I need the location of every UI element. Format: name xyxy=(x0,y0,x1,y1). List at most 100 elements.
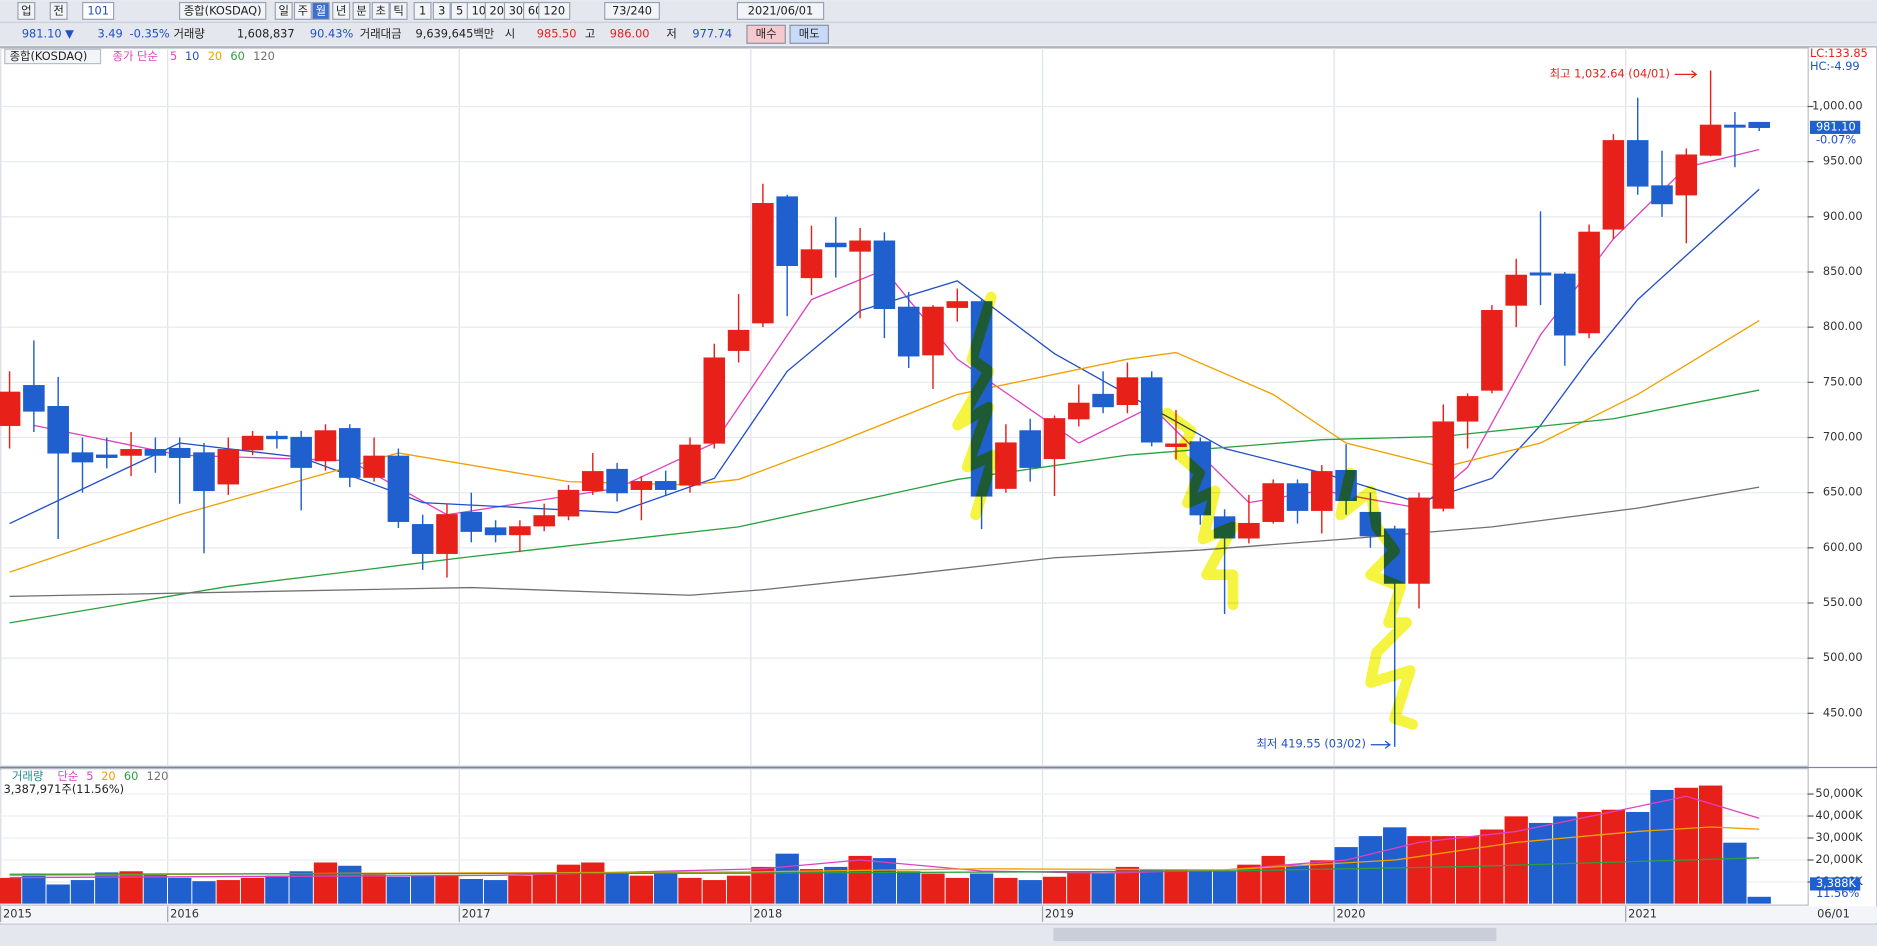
legend-box xyxy=(4,48,102,65)
toolbar-button[interactable] xyxy=(49,1,68,20)
volume-bar xyxy=(118,870,144,905)
last-volume: 3,388K xyxy=(1816,876,1857,890)
y-tick-label: 1,000.00 xyxy=(1812,99,1863,113)
toolbar-label[interactable]: 2021/06/01 xyxy=(748,4,813,18)
annotation-arrow xyxy=(1674,70,1698,79)
y-tick-label: 900.00 xyxy=(1823,209,1863,223)
toolbar-label[interactable]: 101 xyxy=(87,4,109,18)
candle-body xyxy=(411,524,434,554)
candle-body xyxy=(217,449,240,485)
toolbar-label[interactable]: 120 xyxy=(543,4,565,18)
legend-item: 60 xyxy=(124,769,138,783)
candle-body xyxy=(1481,310,1503,391)
candle-body xyxy=(290,436,312,468)
toolbar-label[interactable]: 주 xyxy=(298,4,308,18)
volume-bar xyxy=(1625,811,1650,905)
toolbar-button[interactable] xyxy=(311,1,330,20)
toolbar-button[interactable] xyxy=(274,1,293,20)
candle-body xyxy=(1675,154,1698,196)
candle-body xyxy=(1456,396,1479,422)
toolbar-label[interactable]: 5 xyxy=(456,4,463,18)
candle-body xyxy=(120,449,142,456)
candle-body xyxy=(0,391,21,426)
toolbar-label[interactable]: 틱 xyxy=(393,4,403,18)
toolbar-label[interactable]: 30 xyxy=(509,4,523,18)
highlighter-marks xyxy=(952,291,1418,730)
candle-body xyxy=(800,249,823,279)
toolbar-label[interactable]: 월 xyxy=(316,4,326,18)
toolbar-label[interactable]: 73/240 xyxy=(612,4,652,18)
candle-body xyxy=(1408,497,1430,584)
y-tick-label: 550.00 xyxy=(1823,595,1863,609)
x-tick-label: 2021 xyxy=(1628,907,1657,921)
highlight xyxy=(1335,467,1418,730)
toolbar-label[interactable]: 1 xyxy=(419,4,426,18)
last-price-box xyxy=(1809,120,1861,134)
volume-bar xyxy=(434,875,460,905)
toolbar-button[interactable] xyxy=(389,1,408,20)
candle-body xyxy=(314,430,337,462)
candle-body xyxy=(1554,273,1576,336)
legend-item: 5 xyxy=(170,49,177,63)
toolbar-label[interactable]: 분 xyxy=(356,4,366,18)
toolbar-button[interactable] xyxy=(413,1,432,20)
toolbar-label[interactable]: 년 xyxy=(336,4,346,18)
toolbar-label[interactable]: 3 xyxy=(438,4,445,18)
order-button[interactable] xyxy=(789,24,829,44)
toolbar-button[interactable] xyxy=(432,1,451,20)
volume-bar xyxy=(45,883,71,905)
toolbar-button[interactable] xyxy=(17,1,36,20)
toolbar-button[interactable] xyxy=(332,1,351,20)
order-button[interactable] xyxy=(746,24,786,44)
volume-bar xyxy=(0,877,22,905)
y-tick-label: 750.00 xyxy=(1823,374,1863,388)
max-annotation: 최고 1,032.64 (04/01) xyxy=(1550,66,1670,80)
candle-body xyxy=(71,452,94,463)
toolbar-button[interactable] xyxy=(538,1,571,20)
toolbar-button[interactable] xyxy=(82,1,115,20)
toolbar-label[interactable]: 20 xyxy=(490,4,504,18)
volume-bar xyxy=(750,866,776,905)
volume-bar xyxy=(726,875,751,905)
scroll-thumb[interactable] xyxy=(1053,927,1497,942)
toolbar-button[interactable] xyxy=(293,1,312,20)
candle-body xyxy=(825,242,847,248)
scrollbar[interactable] xyxy=(0,924,1877,946)
toolbar-label[interactable]: 10 xyxy=(472,4,486,18)
volume-bar xyxy=(1139,868,1164,905)
toolbar-button[interactable] xyxy=(736,1,825,20)
candle-body xyxy=(654,481,677,490)
volume-bar xyxy=(143,873,168,905)
toolbar-label[interactable]: 초 xyxy=(375,4,385,18)
candle-body xyxy=(1092,393,1114,408)
toolbar-label[interactable]: 전 xyxy=(53,4,63,18)
x-tick-label: 2017 xyxy=(462,907,491,921)
toolbar-button[interactable] xyxy=(371,1,390,20)
y-tick-label: 450.00 xyxy=(1823,705,1863,719)
order-label[interactable]: 매도 xyxy=(799,26,820,40)
candle-body xyxy=(849,240,871,252)
x-axis-band xyxy=(0,906,1877,924)
toolbar-button[interactable] xyxy=(178,1,267,20)
volume-bar xyxy=(264,875,290,905)
quote-field: 시 xyxy=(505,26,515,40)
candle-body xyxy=(436,514,458,554)
volume-bar xyxy=(945,877,970,905)
toolbar-button[interactable] xyxy=(352,1,371,20)
volume-bar xyxy=(531,872,557,905)
volume-bar xyxy=(604,872,630,905)
last-change: -0.07% xyxy=(1816,133,1856,147)
volume-bar xyxy=(313,861,338,905)
order-label[interactable]: 매수 xyxy=(756,26,777,40)
toolbar-button[interactable] xyxy=(604,1,660,20)
volume-bar xyxy=(1674,787,1699,905)
toolbar-label[interactable]: 종합(KOSDAQ) xyxy=(184,4,262,18)
toolbar-label[interactable]: 일 xyxy=(278,4,288,18)
chart-title: 종합(KOSDAQ) xyxy=(10,49,88,63)
volume-bar xyxy=(774,853,800,905)
toolbar-label[interactable]: 업 xyxy=(21,4,31,18)
quote-field: 977.74 xyxy=(692,26,732,40)
volume-bar xyxy=(1115,866,1140,905)
volume-bar xyxy=(993,877,1019,905)
